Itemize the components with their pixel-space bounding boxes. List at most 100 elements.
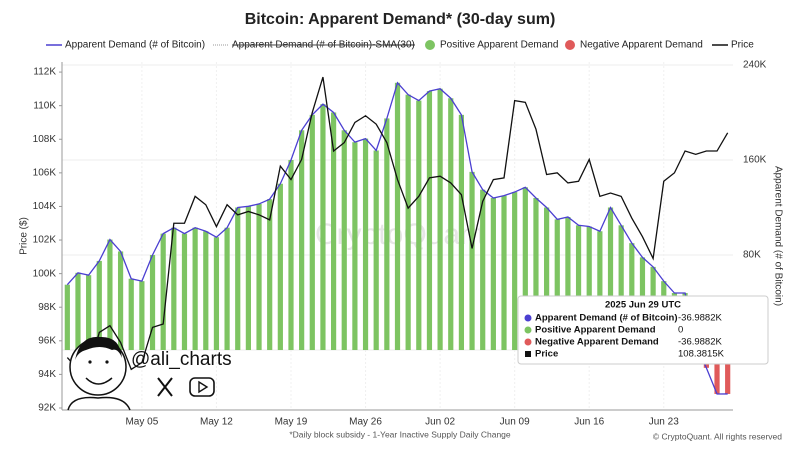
avatar-eye — [105, 360, 109, 364]
y-tick-label: 110K — [33, 100, 56, 111]
legend-label[interactable]: Negative Apparent Demand — [580, 40, 703, 51]
tooltip-title: 2025 Jun 29 UTC — [605, 300, 681, 311]
bar — [149, 255, 156, 351]
y-tick-label: 112K — [33, 67, 56, 78]
bar — [213, 237, 220, 351]
y2-tick-label: 160K — [743, 155, 767, 166]
bar — [299, 130, 305, 351]
tooltip-label: Price — [535, 349, 558, 360]
y-axis-title: Price ($) — [19, 217, 30, 255]
bar — [405, 94, 411, 351]
bar — [117, 251, 124, 351]
bar — [490, 197, 496, 351]
bar — [426, 91, 433, 351]
tooltip-label: Apparent Demand (# of Bitcoin) — [535, 313, 678, 324]
bar — [469, 171, 475, 351]
line — [66, 76, 729, 372]
x-tick-label: May 05 — [125, 417, 158, 428]
bar — [373, 150, 379, 351]
bar — [224, 227, 230, 351]
y-tick-label: 104K — [33, 201, 57, 212]
bar — [96, 260, 102, 351]
bar — [352, 142, 358, 351]
youtube-play — [198, 380, 209, 394]
bar — [267, 199, 273, 351]
bar — [160, 233, 166, 351]
bar — [458, 114, 465, 351]
x-tick-label: May 12 — [200, 417, 233, 428]
tooltip-label: Negative Apparent Demand — [535, 337, 659, 348]
x-tick-label: May 26 — [349, 417, 382, 428]
bar — [544, 207, 550, 351]
y-tick-label: 98K — [38, 302, 56, 313]
bar — [235, 207, 241, 351]
tooltip-value: 108.3815K — [678, 349, 725, 360]
x-icon[interactable] — [157, 377, 173, 397]
bar — [139, 281, 145, 351]
bar — [618, 225, 624, 351]
handle: @ali_charts — [131, 349, 232, 370]
bar — [714, 350, 720, 394]
y-tick-label: 100K — [33, 268, 57, 279]
bar — [128, 278, 134, 351]
bar — [586, 226, 592, 351]
bar — [192, 227, 198, 351]
tooltip-label: Positive Apparent Demand — [535, 325, 656, 336]
x-tick-label: May 19 — [275, 417, 308, 428]
bar — [256, 203, 262, 351]
legend-label[interactable]: Price — [731, 40, 754, 51]
avatar-eye — [88, 360, 92, 364]
y2-axis-title: Apparent Demand (# of Bitcoin) — [772, 166, 783, 306]
tooltip-value: -36.9882K — [678, 313, 723, 324]
bar — [330, 112, 337, 351]
tooltip-swatch — [524, 338, 532, 346]
x-tick-label: Jun 09 — [500, 417, 530, 428]
bar — [75, 272, 81, 351]
bar — [309, 114, 315, 351]
legend: Apparent Demand (# of Bitcoin) Apparent … — [46, 40, 754, 51]
bar — [607, 207, 614, 351]
bar — [181, 233, 188, 351]
bar — [480, 189, 486, 351]
legend-label[interactable]: Positive Apparent Demand — [440, 40, 558, 51]
bar — [575, 225, 582, 351]
bar — [554, 219, 560, 351]
bar — [394, 82, 401, 351]
tooltip-swatch — [525, 351, 531, 357]
plot-area: 92K 94K 96K 98K 100K 102K 104K 106K 108K 110K 112K… — [33, 60, 767, 428]
legend-swatch — [425, 40, 435, 50]
bar — [416, 100, 422, 351]
bar — [448, 98, 454, 351]
bar — [522, 187, 528, 351]
x-tick-label: Jun 16 — [574, 417, 604, 428]
bar — [565, 216, 571, 351]
branding: @ali_charts — [67, 336, 232, 411]
bar — [171, 227, 177, 351]
avatar-smile — [85, 377, 113, 385]
bar — [341, 130, 347, 351]
y-tick-label: 96K — [38, 335, 56, 346]
bar — [533, 197, 539, 351]
y-tick-label: 106K — [33, 167, 57, 178]
bar — [512, 192, 518, 351]
tooltip-swatch — [524, 314, 532, 322]
avatar-hair — [75, 336, 122, 360]
tooltip-box — [517, 295, 769, 365]
y-tick-label: 92K — [38, 403, 56, 414]
legend-label[interactable]: Apparent Demand (# of Bitcoin) — [65, 40, 205, 51]
tooltip-value: -36.9882K — [678, 337, 723, 348]
bar — [86, 275, 92, 351]
y-tick-label: 94K — [38, 369, 56, 380]
x-tick-label: Jun 23 — [649, 417, 679, 428]
y2-tick-label: 80K — [743, 250, 761, 261]
bar — [245, 206, 251, 351]
bar — [597, 231, 603, 351]
bar — [64, 284, 70, 351]
bar — [437, 88, 443, 351]
bar — [107, 239, 113, 351]
youtube-icon[interactable] — [189, 377, 215, 397]
copyright: © CryptoQuant. All rights reserved — [653, 431, 782, 441]
y2-tick-label: 240K — [743, 60, 767, 71]
y-tick-label: 108K — [33, 134, 57, 145]
